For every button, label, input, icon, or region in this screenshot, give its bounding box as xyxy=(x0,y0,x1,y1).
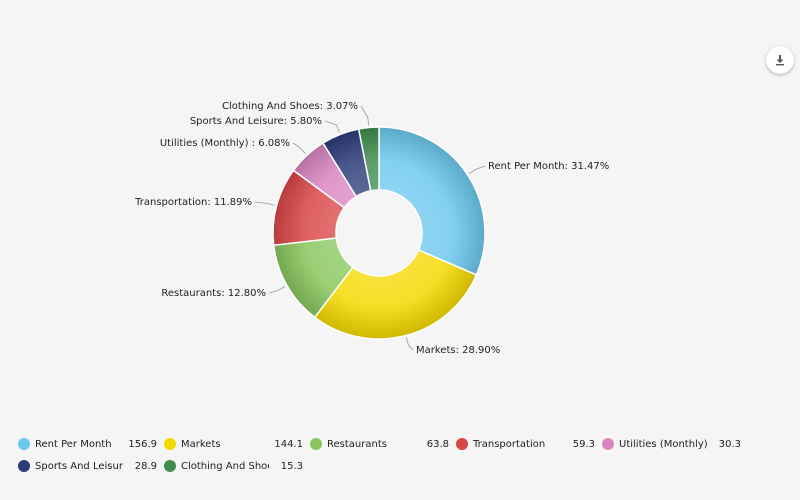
legend-label: Restaurants xyxy=(327,438,387,450)
labels-layer: Rent Per Month: 31.47% Markets: 28.90% Res… xyxy=(134,101,609,356)
legend-value: 28.9 xyxy=(134,460,157,472)
legend-swatch xyxy=(164,460,176,472)
legend-value: 15.3 xyxy=(280,460,303,472)
slice-markets[interactable] xyxy=(313,249,478,340)
slice-clothing[interactable] xyxy=(357,126,380,192)
donut-chart: Rent Per Month: 31.47% Markets: 28.90% Res… xyxy=(134,101,609,356)
slice-label-restaurants: Restaurants: 12.80% xyxy=(161,288,266,299)
legend-item-rent[interactable]: Rent Per Month 156.9 xyxy=(18,438,164,450)
legend-label: Transportation xyxy=(473,438,546,450)
legend-value: 156.9 xyxy=(128,438,157,450)
legend-item-transportation[interactable]: Transportation 59.3 xyxy=(456,438,602,450)
legend-label: Utilities (Monthly) xyxy=(619,438,707,450)
legend-label: Markets xyxy=(181,438,221,450)
legend-item-markets[interactable]: Markets 144.1 xyxy=(164,438,310,450)
download-icon xyxy=(776,55,784,66)
legend-label: Clothing And Shoes xyxy=(181,460,269,472)
slice-label-sports: Sports And Leisure: 5.80% xyxy=(190,116,322,127)
leader-line-rent xyxy=(468,165,486,174)
leader-line-clothing xyxy=(360,105,370,126)
slice-label-clothing: Clothing And Shoes: 3.07% xyxy=(222,101,358,112)
legend-row: Rent Per Month 156.9 Markets 144.1 Resta… xyxy=(18,433,778,455)
slice-label-utilities: Utilities (Monthly) : 6.08% xyxy=(160,138,290,149)
slice-label-transportation: Transportation: 11.89% xyxy=(134,197,252,208)
legend-item-clothing[interactable]: Clothing And Shoes 15.3 xyxy=(164,460,310,472)
legend: Rent Per Month 156.9 Markets 144.1 Resta… xyxy=(18,433,778,477)
legend-swatch xyxy=(310,438,322,450)
slice-label-rent: Rent Per Month: 31.47% xyxy=(488,161,609,172)
legend-value: 59.3 xyxy=(572,438,595,450)
slice-rent[interactable] xyxy=(378,126,486,276)
legend-item-utilities[interactable]: Utilities (Monthly) 30.3 xyxy=(602,438,748,450)
legend-row: Sports And Leisure 28.9 Clothing And Sho… xyxy=(18,455,778,477)
leader-line-sports xyxy=(324,120,340,133)
legend-swatch xyxy=(18,438,30,450)
legend-item-sports[interactable]: Sports And Leisure 28.9 xyxy=(18,460,164,472)
legend-swatch xyxy=(18,460,30,472)
leader-line-transportation xyxy=(254,201,275,206)
legend-label: Rent Per Month xyxy=(35,438,112,450)
legend-value: 63.8 xyxy=(426,438,449,450)
legend-item-restaurants[interactable]: Restaurants 63.8 xyxy=(310,438,456,450)
download-button[interactable] xyxy=(766,46,794,74)
legend-value: 144.1 xyxy=(274,438,303,450)
slice-label-markets: Markets: 28.90% xyxy=(416,345,500,356)
legend-swatch xyxy=(602,438,614,450)
legend-swatch xyxy=(164,438,176,450)
legend-value: 30.3 xyxy=(718,438,741,450)
legend-label: Sports And Leisure xyxy=(35,460,123,472)
leader-line-restaurants xyxy=(268,286,286,294)
leader-line-utilities xyxy=(292,142,306,155)
slices-layer xyxy=(272,126,486,340)
legend-swatch xyxy=(456,438,468,450)
leader-line-markets xyxy=(406,337,414,351)
